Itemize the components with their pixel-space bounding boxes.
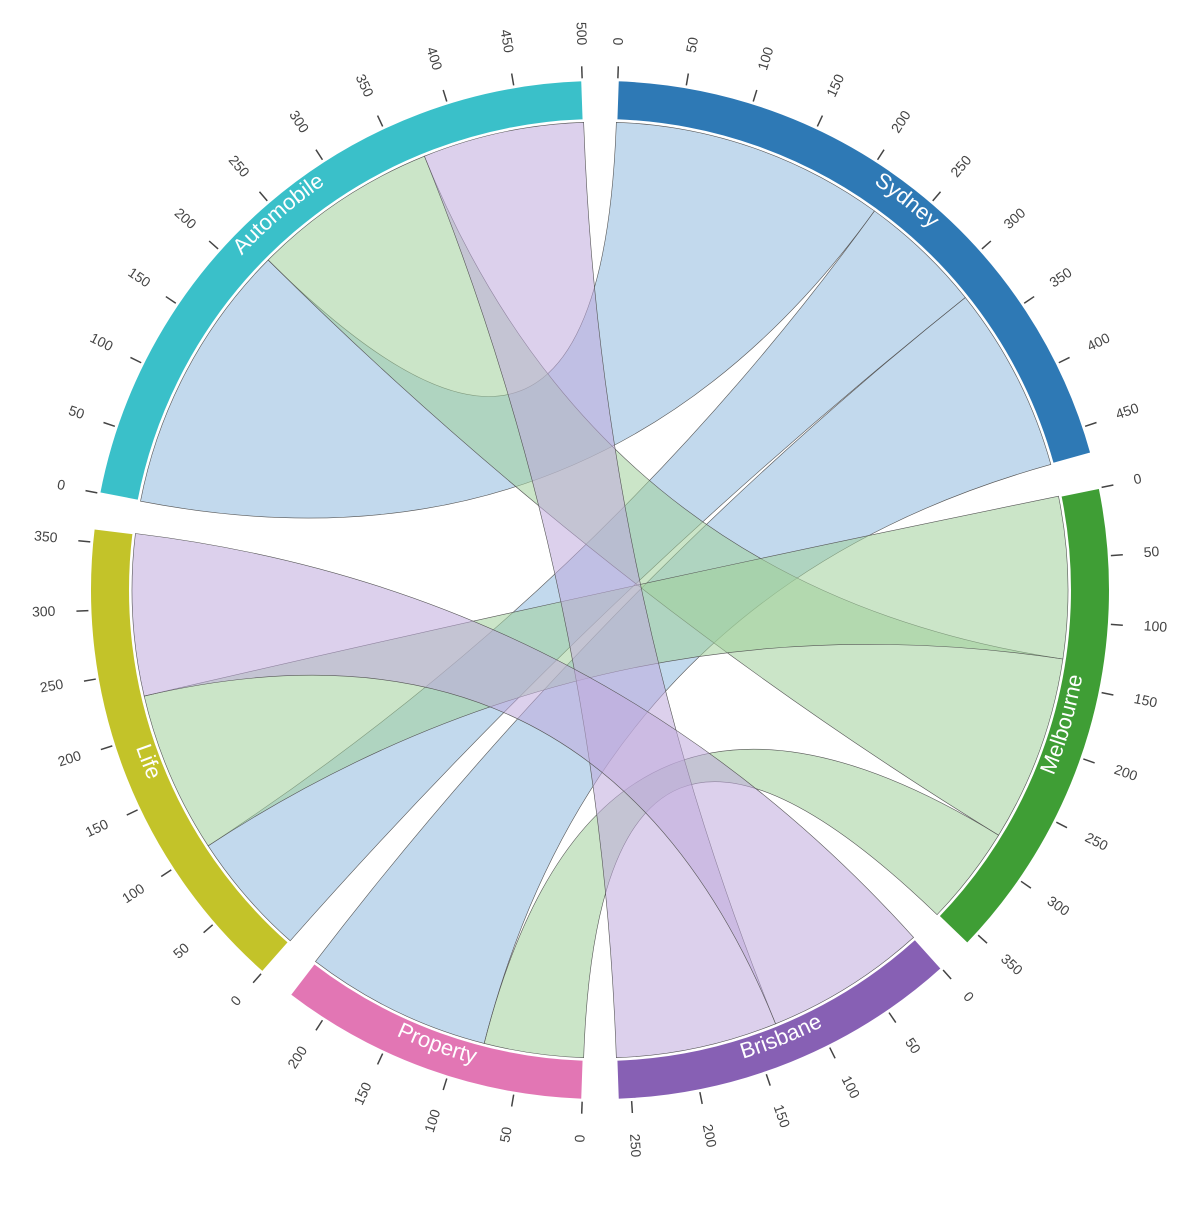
tick <box>443 90 447 101</box>
tick-label: 50 <box>67 402 87 422</box>
tick-label: 200 <box>172 205 200 233</box>
tick-label: 250 <box>226 152 253 180</box>
tick <box>253 974 261 983</box>
tick <box>943 970 951 979</box>
tick <box>84 679 96 681</box>
tick <box>161 870 171 877</box>
tick <box>512 74 514 86</box>
tick-label: 0 <box>571 1134 587 1143</box>
tick <box>830 1048 835 1059</box>
tick <box>766 1074 770 1085</box>
tick-label: 0 <box>610 37 626 46</box>
tick-label: 250 <box>39 676 65 696</box>
tick <box>1024 297 1034 304</box>
tick <box>1111 624 1123 625</box>
tick <box>753 90 757 101</box>
tick-label: 250 <box>627 1133 644 1158</box>
tick-label: 500 <box>573 22 590 46</box>
tick-label: 300 <box>32 603 56 620</box>
tick <box>700 1092 702 1104</box>
tick-label: 200 <box>888 107 914 135</box>
tick <box>259 192 267 201</box>
tick <box>127 810 138 815</box>
tick-label: 150 <box>350 1079 374 1107</box>
tick-label: 0 <box>227 992 244 1009</box>
tick-label: 100 <box>754 45 776 72</box>
tick-label: 150 <box>125 264 153 290</box>
tick-label: 200 <box>284 1043 310 1071</box>
tick-label: 100 <box>88 329 116 354</box>
tick-label: 150 <box>771 1102 794 1129</box>
tick <box>512 1095 514 1107</box>
tick-label: 200 <box>1112 761 1140 784</box>
tick-label: 200 <box>700 1123 720 1149</box>
tick <box>316 150 323 160</box>
tick-label: 50 <box>496 1125 514 1143</box>
chord-diagram: 0 50 100 150 200 250 300 350 400 450 0 50 100 150 200 2… <box>0 0 1200 1212</box>
tick-label: 150 <box>83 816 111 841</box>
tick <box>686 74 688 86</box>
tick-label: 350 <box>1046 264 1074 290</box>
tick <box>632 1101 633 1113</box>
tick <box>1111 555 1123 556</box>
tick-label: 100 <box>1143 617 1168 635</box>
tick-label: 300 <box>1044 892 1072 919</box>
tick-label: 50 <box>683 36 701 54</box>
tick <box>1083 759 1094 763</box>
tick <box>103 422 114 426</box>
tick-label: 100 <box>421 1107 443 1134</box>
tick-label: 400 <box>1084 329 1112 354</box>
tick <box>1102 693 1114 695</box>
tick-label: 200 <box>56 747 83 769</box>
tick-label: 150 <box>1133 690 1159 710</box>
tick-label: 450 <box>498 28 518 54</box>
tick <box>817 116 822 127</box>
tick <box>1059 357 1070 362</box>
tick-label: 350 <box>34 527 59 545</box>
tick-label: 250 <box>1083 829 1111 854</box>
tick <box>978 935 987 943</box>
tick-label: 100 <box>839 1073 864 1101</box>
tick <box>130 357 141 362</box>
tick-label: 50 <box>170 939 192 961</box>
tick-label: 100 <box>119 880 147 906</box>
tick <box>1102 485 1114 487</box>
tick <box>204 925 213 933</box>
tick-label: 300 <box>1000 204 1028 232</box>
tick-label: 350 <box>353 71 377 99</box>
tick-label: 350 <box>998 951 1026 979</box>
tick <box>933 192 941 201</box>
tick <box>78 541 90 542</box>
tick-label: 0 <box>56 476 67 493</box>
tick <box>878 150 885 160</box>
tick <box>101 746 112 750</box>
tick <box>1021 881 1031 888</box>
tick-label: 50 <box>902 1035 924 1057</box>
tick-label: 0 <box>1132 470 1143 487</box>
tick-label: 300 <box>286 107 312 135</box>
tick <box>378 1054 383 1065</box>
tick-label: 450 <box>1113 399 1140 422</box>
tick <box>378 116 383 127</box>
tick-label: 400 <box>424 45 446 72</box>
tick-label: 150 <box>823 71 847 99</box>
tick <box>209 241 218 249</box>
tick <box>316 1020 323 1030</box>
tick <box>443 1079 447 1090</box>
tick <box>889 1013 896 1023</box>
tick-label: 50 <box>1143 543 1160 560</box>
tick <box>982 241 991 249</box>
tick-label: 0 <box>960 988 977 1005</box>
ribbons-layer <box>132 122 1068 1057</box>
tick-label: 250 <box>947 152 974 180</box>
tick <box>166 297 176 304</box>
tick <box>86 491 98 493</box>
tick <box>1056 822 1067 827</box>
tick <box>1085 422 1096 426</box>
